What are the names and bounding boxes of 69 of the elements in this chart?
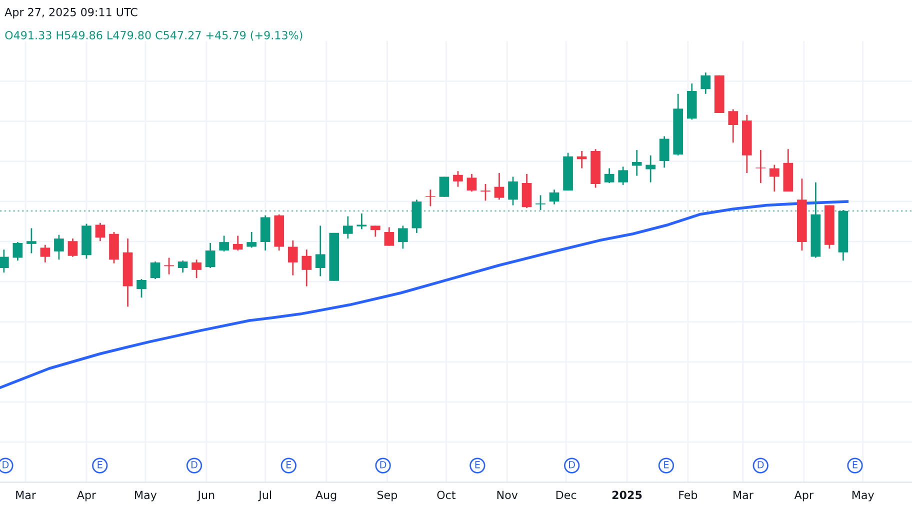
x-tick-label: Jul <box>258 490 272 502</box>
text: D <box>569 461 575 468</box>
candlestick <box>205 242 216 269</box>
text: E <box>852 461 858 468</box>
candlestick <box>68 238 78 258</box>
candlestick <box>40 244 50 264</box>
candlestick <box>439 176 450 198</box>
candlestick <box>370 224 380 238</box>
candlestick <box>453 170 463 188</box>
x-tick-label: Mar <box>734 490 754 500</box>
text: E <box>98 461 102 468</box>
x-tick-label: May <box>135 490 157 502</box>
candlestick <box>618 166 628 186</box>
candlestick <box>398 224 408 250</box>
candlestick <box>54 234 64 260</box>
text: E <box>286 461 292 468</box>
x-tick-label: Nov <box>497 490 518 500</box>
x-tick-label: Feb <box>679 490 698 500</box>
candlestick <box>700 72 711 95</box>
candlestick <box>756 149 766 184</box>
candlestick <box>508 176 518 206</box>
x-tick-label: 2025 <box>612 490 642 500</box>
text: D <box>380 461 386 468</box>
candlestick <box>95 222 106 242</box>
x-tick-label: Oct <box>437 490 456 500</box>
candlestick <box>232 235 243 252</box>
candlestick <box>770 164 780 192</box>
candlestick <box>178 260 188 274</box>
text: D <box>758 461 764 468</box>
candlestick <box>26 228 36 254</box>
candlestick <box>136 278 146 298</box>
candlestick <box>604 168 614 184</box>
candlestick <box>12 241 23 262</box>
text: E <box>475 461 480 468</box>
candlestick <box>150 260 160 280</box>
text: D <box>2 461 9 468</box>
candlestick <box>0 248 9 274</box>
candlestick <box>646 154 656 184</box>
text: E <box>664 461 669 468</box>
candlestick <box>632 149 642 176</box>
candlestick <box>342 216 353 240</box>
text: O491.33 H549.86 L479.80 C547.27 +45.79 (+9.13%) <box>5 30 302 41</box>
text: Apr 27, 2025 09:11 UTC <box>4 8 138 18</box>
text: D <box>191 461 198 468</box>
x-tick-label: Apr <box>76 490 96 502</box>
candlestick <box>494 172 504 200</box>
x-tick-label: Mar <box>16 490 36 500</box>
x-tick-label: May <box>852 490 874 502</box>
candlestick <box>302 248 312 287</box>
x-tick-label: Sep <box>377 490 398 502</box>
x-tick-label: Aug <box>316 490 336 502</box>
candlestick <box>536 194 546 211</box>
candlestick <box>246 231 256 248</box>
x-tick-label: Apr <box>794 490 814 502</box>
candlestick <box>164 257 174 276</box>
x-tick-label: Jun <box>197 490 214 502</box>
candlestick <box>728 108 738 144</box>
candlestick <box>659 136 670 168</box>
candlestick <box>384 226 394 246</box>
candlestick <box>549 188 560 206</box>
candlestick <box>315 224 326 277</box>
candlestick <box>192 258 202 279</box>
candlestick <box>480 183 490 202</box>
candlestick <box>466 173 477 192</box>
x-tick-label: Dec <box>556 490 576 500</box>
candlestick <box>219 235 229 252</box>
candlestick <box>426 188 436 207</box>
candlestick <box>288 240 298 276</box>
candlestick <box>356 212 367 230</box>
